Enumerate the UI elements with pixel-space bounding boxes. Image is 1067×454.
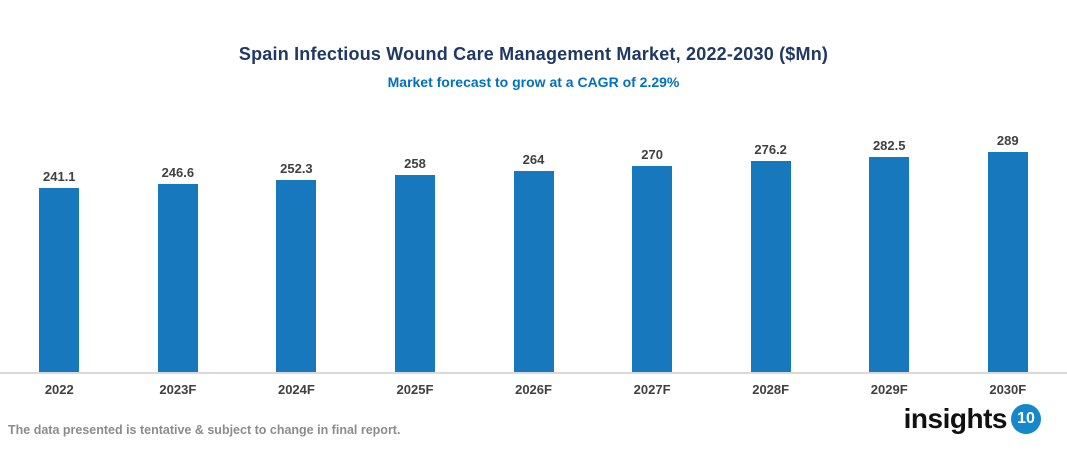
x-axis-label: 2029F — [870, 382, 908, 397]
bar-column: 289 — [949, 100, 1067, 372]
bar-value-label: 258 — [404, 156, 426, 172]
bar — [513, 170, 554, 372]
bar-column: 282.5 — [830, 100, 949, 372]
x-axis-label: 2023F — [159, 382, 197, 397]
bars: 241.1 246.6 252.3 258 264 270 276.2 282.5 289 — [0, 100, 1067, 372]
x-axis-label: 2022 — [44, 382, 74, 397]
bar-column: 258 — [356, 100, 475, 372]
bar — [276, 179, 317, 372]
chart-header: Spain Infectious Wound Care Management M… — [0, 44, 1067, 90]
bar — [39, 188, 80, 372]
bar-value-label: 264 — [522, 151, 545, 167]
bar-value-label: 241.1 — [43, 169, 76, 184]
x-axis-label: 2030F — [989, 382, 1027, 397]
bar-value-label: 289 — [996, 132, 1019, 148]
logo-badge-circle: 10 — [1011, 404, 1041, 434]
x-axis-label: 2027F — [633, 382, 671, 397]
bar — [750, 161, 791, 372]
bar-column: 252.3 — [237, 100, 356, 372]
x-axis-label: 2025F — [396, 382, 434, 397]
bar-column: 264 — [474, 100, 593, 372]
bar-value-label: 282.5 — [872, 137, 906, 153]
bar-column: 276.2 — [711, 100, 830, 372]
x-axis-label: 2026F — [515, 382, 552, 397]
bar-column: 270 — [593, 100, 712, 372]
plot-area: 241.1 246.6 252.3 258 264 270 276.2 282.5 289 — [0, 100, 1067, 372]
x-axis-labels: 2022 2023F 2024F 2025F 2026F 2027F 2028F 2029F 2… — [0, 382, 1067, 397]
x-axis-label: 2028F — [752, 382, 790, 397]
chart-subtitle: Market forecast to grow at a CAGR of 2.2… — [387, 74, 680, 90]
bar — [632, 166, 673, 372]
bar-value-label: 246.6 — [161, 164, 195, 180]
bar-value-label: 270 — [641, 147, 663, 162]
bar — [157, 183, 198, 372]
disclaimer-text: The data presented is tentative & subjec… — [8, 423, 401, 437]
x-axis-line — [0, 372, 1067, 374]
bar-column: 241.1 — [0, 100, 119, 372]
bar — [869, 156, 910, 372]
bar — [987, 151, 1028, 372]
logo-text: insights — [903, 403, 1008, 434]
bar-value-label: 252.3 — [280, 160, 313, 176]
x-axis-label: 2024F — [277, 382, 315, 397]
insights10-logo: insights 10 — [904, 403, 1041, 435]
bar — [394, 175, 435, 372]
chart-title: Spain Infectious Wound Care Management M… — [238, 44, 829, 64]
bar-column: 246.6 — [119, 100, 238, 372]
bar-value-label: 276.2 — [754, 142, 787, 158]
